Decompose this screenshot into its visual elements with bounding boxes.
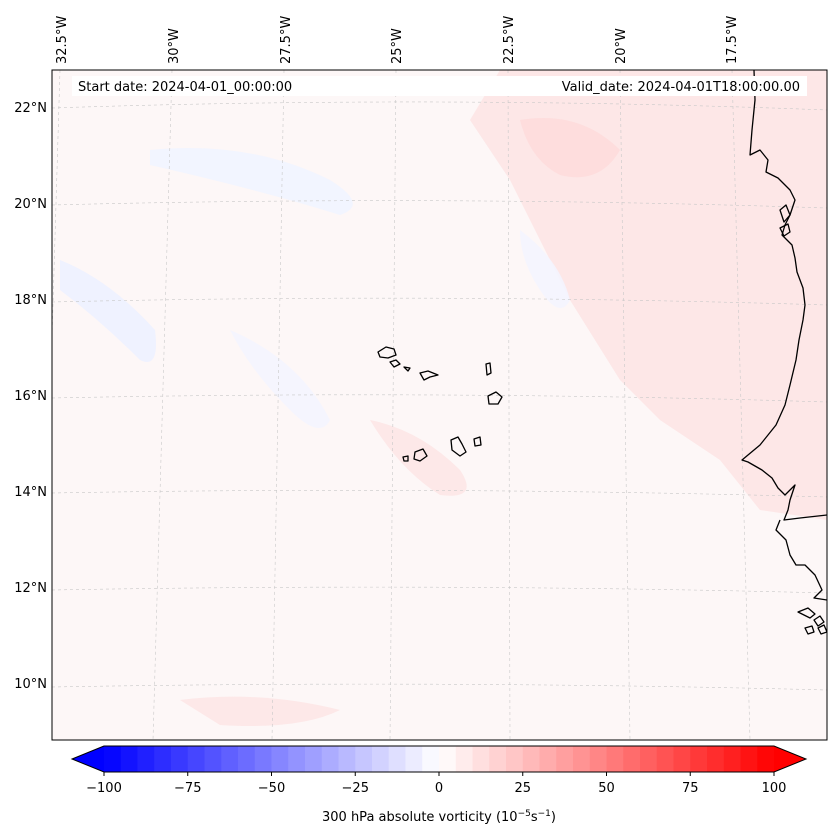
colorbar-units-prefix: (10 <box>496 810 518 825</box>
colorbar-cell <box>522 746 540 772</box>
negative-vorticity-streak-4 <box>520 230 570 308</box>
colorbar-tick-label: 75 <box>682 781 699 796</box>
colorbar-units-suffix: ) <box>551 810 556 825</box>
colorbar-high-extend-arrow <box>774 746 806 772</box>
negative-vorticity-streak-3 <box>230 330 330 428</box>
colorbar-cell <box>187 746 205 772</box>
colorbar-tick-label: −50 <box>258 781 285 796</box>
lat-label: 14°N <box>14 485 47 500</box>
colorbar-cell <box>221 746 239 772</box>
colorbar-cell <box>723 746 741 772</box>
cape-verde-islands <box>377 346 503 462</box>
map-panel[interactable] <box>40 69 828 741</box>
colorbar-cell <box>104 746 122 772</box>
africa-coastline <box>741 70 827 635</box>
lon-label: 20°W <box>614 28 629 64</box>
colorbar: −100 −75 −50 −25 0 25 50 75 100 300 hPa absolute… <box>70 745 808 825</box>
colorbar-cell <box>405 746 423 772</box>
colorbar-cell <box>472 746 490 772</box>
colorbar-units-exp2: −1 <box>538 809 551 819</box>
colorbar-cell <box>388 746 406 772</box>
colorbar-units-exp1: −5 <box>518 809 531 819</box>
lon-label: 32.5°W <box>55 16 70 64</box>
colorbar-cell <box>556 746 574 772</box>
colorbar-low-extend-arrow <box>72 746 104 772</box>
colorbar-cell <box>137 746 155 772</box>
colorbar-cell <box>355 746 373 772</box>
colorbar-cell <box>238 746 256 772</box>
colorbar-tick-label: 50 <box>598 781 615 796</box>
colorbar-tick-label: −100 <box>86 781 122 796</box>
colorbar-cell <box>623 746 641 772</box>
vorticity-field <box>52 70 827 740</box>
colorbar-cell <box>372 746 390 772</box>
colorbar-cell <box>740 746 758 772</box>
colorbar-cell <box>254 746 272 772</box>
lat-label: 16°N <box>14 389 47 404</box>
colorbar-cell <box>338 746 356 772</box>
colorbar-cell <box>707 746 725 772</box>
negative-vorticity-streak-2 <box>150 148 353 215</box>
colorbar-field-name: 300 hPa absolute vorticity <box>322 810 492 825</box>
positive-vorticity-streak <box>370 420 467 496</box>
colorbar-tick-label: 25 <box>514 781 531 796</box>
date-banner <box>72 76 807 96</box>
colorbar-cell <box>690 746 708 772</box>
colorbar-cell <box>455 746 473 772</box>
colorbar-cell <box>439 746 457 772</box>
colorbar-cell <box>422 746 440 772</box>
colorbar-cells <box>104 746 775 772</box>
positive-vorticity-region <box>470 70 827 520</box>
colorbar-units-mid: s <box>531 810 538 825</box>
positive-vorticity-band <box>520 118 620 178</box>
colorbar-tick-label: 100 <box>762 781 787 796</box>
lon-label: 25°W <box>390 28 405 64</box>
map-frame <box>51 69 828 741</box>
colorbar-cell <box>171 746 189 772</box>
lon-label: 22.5°W <box>502 16 517 64</box>
colorbar-label: 300 hPa absolute vorticity (10−5s−1) <box>322 809 556 825</box>
positive-vorticity-bottom <box>180 696 340 726</box>
lat-label: 10°N <box>14 677 47 692</box>
colorbar-cell <box>489 746 507 772</box>
colorbar-cell <box>640 746 658 772</box>
colorbar-cell <box>288 746 306 772</box>
colorbar-cell <box>506 746 524 772</box>
latitude-labels: 22°N 20°N 18°N 16°N 14°N 12°N 10°N <box>14 101 47 692</box>
lon-label: 17.5°W <box>725 16 740 64</box>
colorbar-cell <box>539 746 557 772</box>
colorbar-cell <box>573 746 591 772</box>
longitude-labels: 32.5°W 30°W 27.5°W 25°W 22.5°W 20°W 17.5… <box>55 16 740 64</box>
lat-label: 18°N <box>14 293 47 308</box>
colorbar-cell <box>305 746 323 772</box>
colorbar-cell <box>321 746 339 772</box>
negative-vorticity-streak <box>60 260 156 362</box>
valid-date-label: Valid_date: 2024-04-01T18:00:00.00 <box>562 80 800 95</box>
lon-label: 30°W <box>167 28 182 64</box>
colorbar-cell <box>757 746 775 772</box>
lat-label: 12°N <box>14 581 47 596</box>
lat-label: 20°N <box>14 197 47 212</box>
lat-label: 22°N <box>14 101 47 116</box>
colorbar-ticks: −100 −75 −50 −25 0 25 50 75 100 <box>86 772 786 796</box>
colorbar-cell <box>120 746 138 772</box>
start-date-label: Start date: 2024-04-01_00:00:00 <box>78 80 292 95</box>
colorbar-tick-label: 0 <box>435 781 443 796</box>
colorbar-cell <box>271 746 289 772</box>
colorbar-cell <box>154 746 172 772</box>
colorbar-cell <box>204 746 222 772</box>
colorbar-tick-label: −75 <box>174 781 201 796</box>
lon-label: 27.5°W <box>279 16 294 64</box>
graticule <box>52 70 827 740</box>
colorbar-cell <box>673 746 691 772</box>
colorbar-tick-label: −25 <box>342 781 369 796</box>
colorbar-cell <box>606 746 624 772</box>
colorbar-cell <box>656 746 674 772</box>
colorbar-cell <box>589 746 607 772</box>
